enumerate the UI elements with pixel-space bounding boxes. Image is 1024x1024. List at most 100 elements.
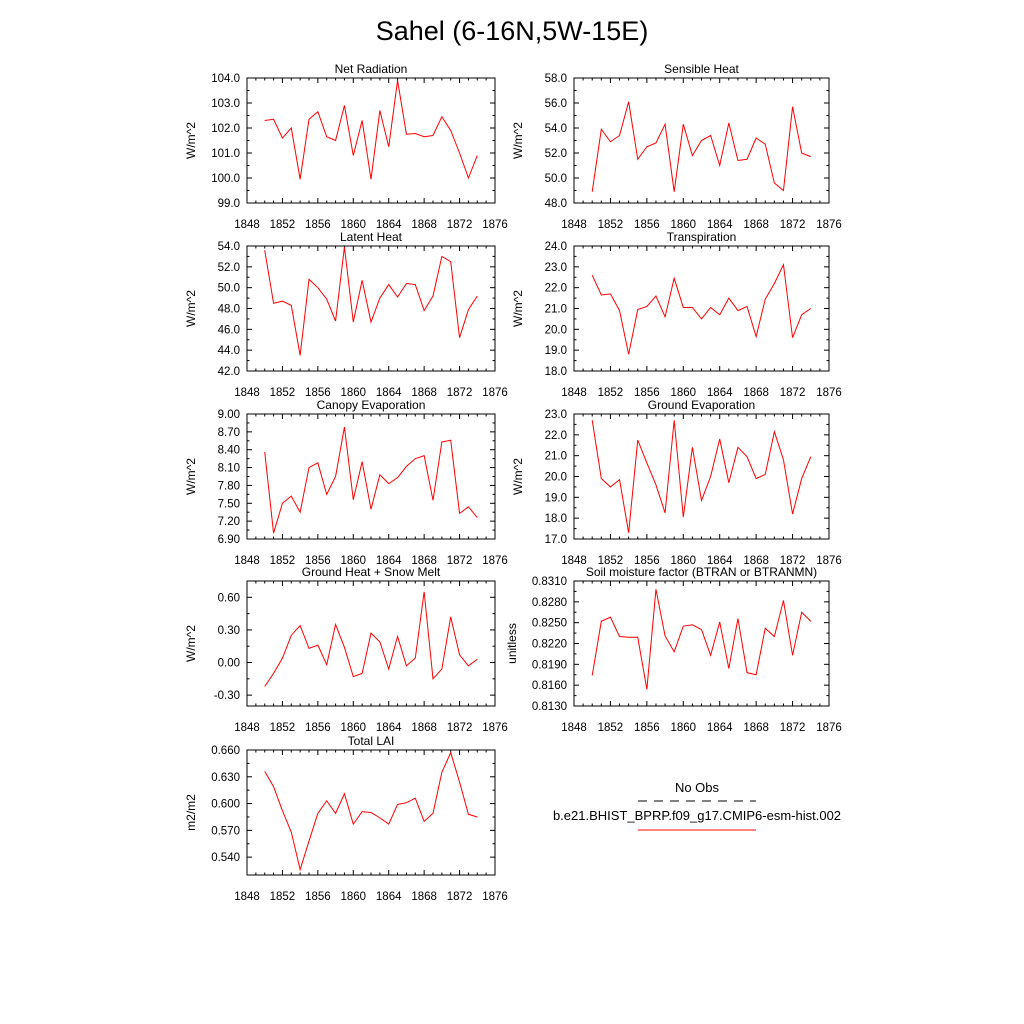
x-tick-label: 1864	[707, 219, 733, 231]
y-tick-label: 19.0	[545, 492, 567, 504]
y-tick-label: 0.8280	[532, 597, 567, 609]
y-tick-label: 17.0	[545, 534, 567, 546]
x-tick-label: 1852	[598, 555, 624, 567]
series-line	[591, 263, 812, 355]
y-tick-label: 18.0	[545, 366, 567, 378]
y-axis-label: W/m^2	[184, 122, 198, 159]
y-tick-label: 0.30	[218, 625, 240, 637]
y-tick-label: 22.0	[545, 283, 567, 295]
y-axis-label: unitless	[505, 623, 519, 664]
panel-title: Sensible Heat	[664, 62, 739, 76]
plot-frame	[573, 413, 830, 540]
plot-frame	[573, 245, 830, 372]
series-line	[591, 420, 812, 533]
y-tick-label: 8.10	[218, 463, 240, 475]
y-tick-label: 0.00	[218, 658, 240, 670]
y-tick-label: 0.8250	[532, 618, 567, 630]
panel-title: Ground Evaporation	[648, 398, 755, 412]
x-tick-label: 1876	[816, 555, 842, 567]
series-line	[591, 589, 812, 690]
x-tick-label: 1856	[305, 219, 331, 231]
legend-label-obs: No Obs	[675, 780, 720, 795]
x-tick-label: 1848	[234, 722, 260, 734]
figure-title: Sahel (6-16N,5W-15E)	[376, 16, 649, 46]
x-tick-label: 1860	[340, 387, 366, 399]
panel-title: Latent Heat	[340, 230, 403, 244]
x-tick-label: 1864	[376, 219, 402, 231]
y-tick-label: 50.0	[218, 283, 240, 295]
x-tick-label: 1852	[598, 387, 624, 399]
y-axis-label: W/m^2	[184, 290, 198, 327]
panel-8: Soil moisture factor (BTRAN or BTRANMN) 1…	[505, 565, 842, 734]
x-tick-label: 1852	[270, 387, 296, 399]
x-tick-label: 1852	[270, 555, 296, 567]
legend-label-model: b.e21.BHIST_BPRP.f09_g17.CMIP6-esm-hist.…	[553, 808, 841, 823]
x-tick-label: 1848	[234, 219, 260, 231]
x-tick-label: 1860	[670, 219, 696, 231]
plot-frame	[246, 77, 496, 204]
x-tick-label: 1860	[340, 891, 366, 903]
y-tick-label: 52.0	[545, 148, 567, 160]
y-axis-label: W/m^2	[511, 458, 525, 495]
x-tick-label: 1872	[447, 555, 473, 567]
x-tick-label: 1860	[340, 219, 366, 231]
x-tick-label: 1856	[634, 555, 660, 567]
x-tick-label: 1852	[270, 219, 296, 231]
x-tick-label: 1868	[411, 219, 437, 231]
x-tick-label: 1872	[447, 722, 473, 734]
x-tick-label: 1876	[482, 555, 508, 567]
x-tick-label: 1876	[482, 891, 508, 903]
x-tick-label: 1876	[816, 219, 842, 231]
y-tick-label: 99.0	[218, 198, 240, 210]
plot-frame	[246, 413, 496, 540]
y-tick-label: 20.0	[545, 324, 567, 336]
series-line	[264, 751, 478, 872]
x-tick-label: 1856	[305, 891, 331, 903]
y-tick-label: 0.60	[218, 592, 240, 604]
panel-grid: Net Radiation 1848 1852 1856 1860 1864 1868 187…	[184, 62, 842, 903]
y-tick-label: 8.70	[218, 427, 240, 439]
x-tick-label: 1860	[670, 722, 696, 734]
y-tick-label: 0.600	[211, 799, 240, 811]
x-tick-label: 1860	[670, 555, 696, 567]
x-tick-label: 1872	[447, 891, 473, 903]
y-tick-label: 7.80	[218, 480, 240, 492]
y-tick-label: 0.8310	[532, 576, 567, 588]
legend: No Obs b.e21.BHIST_BPRP.f09_g17.CMIP6-es…	[553, 780, 841, 831]
y-tick-label: 18.0	[545, 513, 567, 525]
y-tick-label: 48.0	[218, 304, 240, 316]
y-axis-label: W/m^2	[511, 122, 525, 159]
plot-frame	[246, 580, 496, 707]
x-tick-label: 1868	[411, 555, 437, 567]
y-tick-label: 21.0	[545, 451, 567, 463]
x-tick-label: 1864	[376, 891, 402, 903]
y-tick-label: 7.50	[218, 498, 240, 510]
y-tick-label: 0.660	[211, 745, 240, 757]
x-tick-label: 1848	[234, 387, 260, 399]
x-tick-label: 1856	[305, 387, 331, 399]
y-tick-label: 0.540	[211, 852, 240, 864]
x-tick-label: 1872	[780, 387, 806, 399]
y-tick-label: 6.90	[218, 534, 240, 546]
panel-9: Total LAI 1848 1852 1856 1860 1864 1868 1872 187…	[184, 734, 508, 903]
x-tick-label: 1868	[743, 555, 769, 567]
y-axis-label: W/m^2	[511, 290, 525, 327]
x-tick-label: 1872	[780, 555, 806, 567]
x-tick-label: 1876	[816, 722, 842, 734]
x-tick-label: 1848	[561, 219, 587, 231]
y-tick-label: 20.0	[545, 472, 567, 484]
x-tick-label: 1856	[634, 219, 660, 231]
y-tick-label: 103.0	[211, 98, 240, 110]
panel-3: Latent Heat 1848 1852 1856 1860 1864 1868 1872 1…	[184, 230, 508, 399]
x-tick-label: 1856	[305, 555, 331, 567]
panel-5: Canopy Evaporation 1848 1852 1856 1860 1864 18…	[184, 398, 508, 567]
plot-frame	[246, 245, 496, 372]
x-tick-label: 1868	[743, 722, 769, 734]
x-tick-label: 1868	[743, 219, 769, 231]
x-tick-label: 1864	[376, 555, 402, 567]
panel-4: Transpiration 1848 1852 1856 1860 1864 1868 187…	[511, 230, 842, 399]
series-line	[591, 101, 811, 192]
y-tick-label: 58.0	[545, 73, 567, 85]
x-tick-label: 1872	[780, 722, 806, 734]
x-tick-label: 1856	[305, 722, 331, 734]
